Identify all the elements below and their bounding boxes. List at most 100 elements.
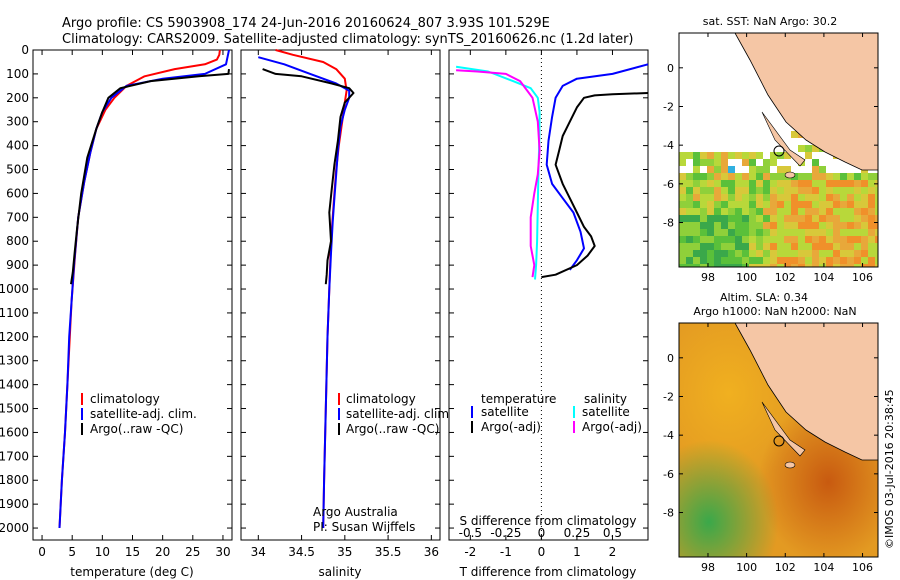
sst-cell	[875, 173, 878, 180]
float-position-marker	[773, 145, 785, 157]
sst-cell	[693, 173, 700, 180]
sst-cell	[847, 215, 854, 222]
sla-map-islet	[784, 461, 796, 469]
sst-cell	[763, 250, 770, 257]
sst-cell	[728, 215, 735, 222]
sst-cell	[707, 187, 714, 194]
sst-cell	[686, 187, 693, 194]
sst-cell	[784, 201, 791, 208]
sst-cell	[854, 194, 861, 201]
sst-cell	[742, 236, 749, 243]
sst-cell	[826, 250, 833, 257]
sst-cell	[798, 236, 805, 243]
y-tick-label: 1800	[0, 473, 29, 487]
sst-cell	[805, 250, 812, 257]
sst-cell	[700, 236, 707, 243]
sst-cell	[756, 222, 763, 229]
sst-cell	[812, 243, 819, 250]
sst-cell	[707, 152, 714, 159]
sst-cell	[707, 173, 714, 180]
sst-cell	[798, 201, 805, 208]
y-tick-label: 1500	[0, 402, 29, 416]
sst-cell	[693, 208, 700, 215]
x-tick-label: 30	[215, 545, 230, 559]
sst-cell	[777, 243, 784, 250]
sst-cell	[868, 208, 875, 215]
series-line	[70, 68, 230, 285]
sst-cell	[700, 201, 707, 208]
sst-cell	[763, 208, 770, 215]
sst-cell	[861, 208, 868, 215]
sst-cell	[693, 236, 700, 243]
sst-cell	[791, 215, 798, 222]
sst-cell	[819, 180, 826, 187]
sst-cell	[728, 222, 735, 229]
sst-cell	[777, 215, 784, 222]
x-tick-label: 34	[251, 545, 266, 559]
sst-cell	[770, 208, 777, 215]
y-tick-label: 1900	[0, 497, 29, 511]
sst-cell	[826, 187, 833, 194]
sst-cell	[805, 236, 812, 243]
sst-cell	[763, 187, 770, 194]
sst-cell	[756, 187, 763, 194]
sst-cell	[756, 229, 763, 236]
series-line	[258, 56, 351, 529]
sst-cell	[805, 201, 812, 208]
y-tick-label: 800	[6, 234, 29, 248]
sst-cell	[749, 166, 756, 173]
sst-cell	[735, 152, 742, 159]
x-top-tick-label: 0.25	[564, 526, 591, 540]
sst-cell	[714, 201, 721, 208]
difference-legend: temperature satellite Argo(-adj) salinit…	[471, 392, 642, 434]
sst-cell	[714, 173, 721, 180]
legend-t-satellite: satellite	[481, 405, 529, 419]
sst-cell	[693, 180, 700, 187]
sst-cell	[756, 166, 763, 173]
sst-cell	[805, 208, 812, 215]
sst-cell	[861, 187, 868, 194]
sst-cell	[770, 187, 777, 194]
sst-cell	[819, 215, 826, 222]
sst-cell	[819, 173, 826, 180]
sst-cell	[735, 250, 742, 257]
sst-cell	[679, 201, 686, 208]
sst-cell	[756, 152, 763, 159]
sst-cell	[784, 229, 791, 236]
sst-cell	[679, 229, 686, 236]
sst-cell	[812, 201, 819, 208]
sst-cell	[833, 229, 840, 236]
sst-cell	[686, 194, 693, 201]
sst-cell	[840, 257, 847, 264]
map-y-tick-label: 0	[667, 62, 674, 75]
sst-cell	[686, 257, 693, 264]
sst-cell	[777, 194, 784, 201]
sst-cell	[868, 236, 875, 243]
x-top-tick-label: 0	[538, 526, 546, 540]
sst-cell	[777, 250, 784, 257]
sst-cell	[840, 194, 847, 201]
sst-cell	[693, 187, 700, 194]
sst-cell	[686, 215, 693, 222]
sst-cell	[798, 180, 805, 187]
sst-cell	[840, 215, 847, 222]
sst-cell	[812, 194, 819, 201]
sst-cell	[679, 152, 686, 159]
sst-cell	[805, 173, 812, 180]
sst-cell	[756, 264, 763, 267]
sst-cell	[784, 194, 791, 201]
sst-cell	[805, 243, 812, 250]
sst-cell	[749, 208, 756, 215]
temperature-xlabel: temperature (deg C)	[70, 565, 193, 579]
sst-cell	[819, 229, 826, 236]
y-tick-label: 600	[6, 186, 29, 200]
sst-cell	[700, 152, 707, 159]
sst-cell	[714, 215, 721, 222]
sst-cell	[833, 194, 840, 201]
sst-cell	[721, 180, 728, 187]
sst-cell	[840, 243, 847, 250]
sst-cell	[721, 215, 728, 222]
sst-cell	[770, 215, 777, 222]
sst-cell	[791, 250, 798, 257]
sst-cell	[805, 264, 812, 267]
